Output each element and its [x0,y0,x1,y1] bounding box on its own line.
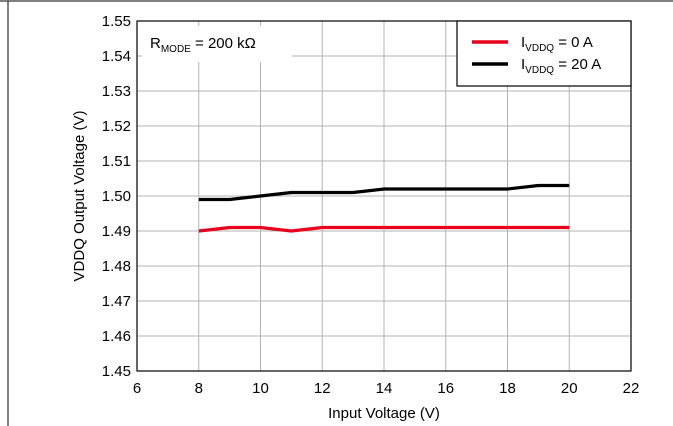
y-tick-label-3: 1.48 [102,258,131,275]
y-tick-label-5: 1.50 [102,188,131,205]
annotation-text: RMODE = 200 kΩ [150,35,256,55]
y-tick-label-2: 1.47 [102,293,131,310]
series-group [198,183,570,233]
y-tick-label-9: 1.54 [102,48,131,65]
legend-entry-0-sub: VDDQ [525,43,554,54]
legend-entry-0-main: I [521,34,525,51]
legend-entry-1-sub: VDDQ [525,65,554,76]
grid [137,21,631,371]
legend-box [456,20,632,87]
annotation-rest: = 200 kΩ [191,35,256,52]
plot-frame [136,20,632,372]
y-tick-label-1: 1.46 [102,328,131,345]
y-tick-label-0: 1.45 [102,363,131,380]
y-tick-label-8: 1.53 [102,83,131,100]
x-tick-label-1: 8 [195,380,203,397]
annotation-sub: MODE [161,44,191,55]
y-tick-label-7: 1.52 [102,118,131,135]
x-axis-title: Input Voltage (V) [328,405,440,422]
x-tick-label-7: 20 [561,380,578,397]
annotation-background [142,26,292,62]
annotation-main: R [150,35,161,52]
y-axis-title: VDDQ Output Voltage (V) [71,111,88,282]
annotation: RMODE = 200 kΩ [142,26,292,62]
series-line-0 [198,225,570,233]
x-tick-label-5: 16 [437,380,454,397]
legend-entry-0: IVDDQ = 0 A [521,34,593,54]
x-tick-label-2: 10 [252,380,269,397]
legend-entry-1-main: I [521,56,525,73]
y-tick-labels: 1.45 1.46 1.47 1.48 1.49 1.50 1.51 1.52 1.53 1.54… [102,13,131,380]
series-line-1 [198,183,570,202]
x-tick-label-3: 12 [314,380,331,397]
legend: IVDDQ = 0 A IVDDQ = 20 A [456,20,632,87]
y-tick-label-4: 1.49 [102,223,131,240]
x-tick-label-4: 14 [376,380,393,397]
y-tick-label-10: 1.55 [102,13,131,30]
legend-entry-1-rest: = 20 A [554,56,601,73]
legend-entry-0-rest: = 0 A [554,34,593,51]
legend-entry-1: IVDDQ = 20 A [521,56,601,76]
x-tick-labels: 6 8 10 12 14 16 18 20 22 [133,380,640,397]
x-tick-label-8: 22 [623,380,640,397]
x-tick-label-0: 6 [133,380,141,397]
x-tick-label-6: 18 [499,380,516,397]
y-tick-label-6: 1.51 [102,153,131,170]
